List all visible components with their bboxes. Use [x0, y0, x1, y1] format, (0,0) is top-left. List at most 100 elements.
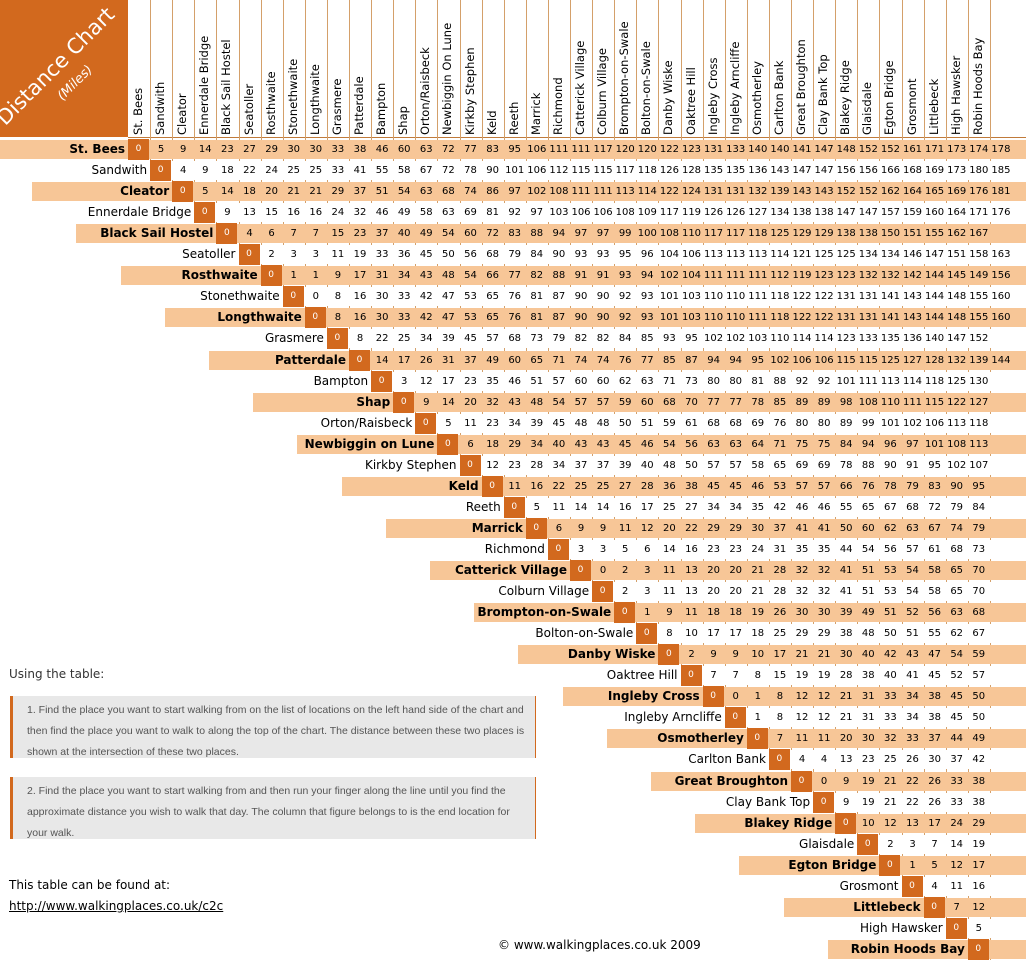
distance-cell: 5 — [924, 855, 946, 876]
distance-cell: 53 — [879, 560, 901, 581]
distance-cell: 3 — [636, 581, 658, 602]
diagonal-cell: 0 — [924, 897, 945, 918]
column-header-label: High Hawsker — [949, 56, 963, 135]
distance-cell: 32 — [349, 202, 371, 223]
distance-cell: 68 — [725, 413, 747, 434]
distance-cell: 12 — [968, 897, 990, 918]
distance-cell: 173 — [946, 160, 968, 181]
diagonal-cell: 0 — [681, 665, 702, 686]
distance-cell: 35 — [482, 371, 504, 392]
row-label: Grosmont — [840, 876, 899, 897]
distance-cell: 22 — [371, 328, 393, 349]
distance-cell: 65 — [857, 497, 879, 518]
distance-cell: 31 — [371, 265, 393, 286]
column-header: Danby Wiske — [658, 0, 680, 137]
distance-cell: 125 — [813, 244, 835, 265]
distance-cell: 97 — [526, 202, 548, 223]
distance-cell: 4 — [172, 160, 194, 181]
distance-cell: 108 — [658, 223, 680, 244]
row-label: Shap — [356, 392, 390, 413]
distance-cell: 43 — [570, 434, 592, 455]
distance-cell: 95 — [681, 328, 703, 349]
distance-cell: 40 — [857, 644, 879, 665]
distance-cell: 84 — [526, 244, 548, 265]
distance-cell: 31 — [437, 350, 459, 371]
distance-cell: 21 — [879, 792, 901, 813]
distance-cell: 17 — [769, 644, 791, 665]
distance-cell: 9 — [570, 518, 592, 539]
column-header: Cleator — [172, 0, 194, 137]
distance-cell: 58 — [747, 455, 769, 476]
distance-cell: 95 — [614, 244, 636, 265]
distance-cell: 29 — [261, 139, 283, 160]
distance-cell: 20 — [703, 560, 725, 581]
distance-cell: 83 — [504, 223, 526, 244]
distance-cell: 22 — [681, 518, 703, 539]
distance-cell: 93 — [570, 244, 592, 265]
distance-cell: 12 — [879, 813, 901, 834]
distance-cell: 54 — [393, 181, 415, 202]
row-label: Rosthwaite — [182, 265, 258, 286]
distance-cell: 0 — [725, 686, 747, 707]
distance-cell: 26 — [924, 792, 946, 813]
distance-cell: 102 — [946, 455, 968, 476]
distance-cell: 50 — [968, 707, 990, 728]
distance-cell: 141 — [879, 307, 901, 328]
distance-cell: 72 — [924, 497, 946, 518]
distance-cell: 78 — [879, 476, 901, 497]
diagonal-cell: 0 — [592, 581, 613, 602]
distance-cell: 16 — [968, 876, 990, 897]
distance-cell: 13 — [902, 813, 924, 834]
distance-cell: 147 — [813, 160, 835, 181]
row-label: Clay Bank Top — [726, 792, 810, 813]
distance-cell: 150 — [879, 223, 901, 244]
distance-cell: 103 — [747, 328, 769, 349]
row-label: Stonethwaite — [200, 286, 280, 307]
distance-cell: 16 — [614, 497, 636, 518]
distance-cell: 45 — [725, 476, 747, 497]
distance-cell: 88 — [526, 223, 548, 244]
distance-cell: 9 — [216, 202, 238, 223]
distance-cell: 74 — [946, 518, 968, 539]
distance-cell: 37 — [592, 455, 614, 476]
distance-cell: 36 — [658, 476, 680, 497]
distance-cell: 102 — [703, 328, 725, 349]
distance-cell: 33 — [327, 160, 349, 181]
distance-cell: 46 — [371, 139, 393, 160]
distance-cell: 7 — [946, 897, 968, 918]
diagonal-cell: 0 — [879, 855, 900, 876]
distance-cell: 134 — [857, 244, 879, 265]
distance-cell: 60 — [570, 371, 592, 392]
distance-cell: 169 — [924, 160, 946, 181]
distance-cell: 117 — [703, 223, 725, 244]
distance-cell: 23 — [216, 139, 238, 160]
distance-cell: 28 — [769, 560, 791, 581]
distance-cell: 117 — [614, 160, 636, 181]
row-label: Ingleby Cross — [608, 686, 700, 707]
diagonal-cell: 0 — [946, 918, 967, 939]
column-header: Black Sail Hostel — [216, 0, 238, 137]
distance-cell: 94 — [548, 223, 570, 244]
distance-cell: 78 — [835, 455, 857, 476]
distance-cell: 13 — [681, 560, 703, 581]
distance-cell: 23 — [703, 539, 725, 560]
distance-cell: 140 — [769, 139, 791, 160]
distance-cell: 29 — [813, 623, 835, 644]
distance-cell: 122 — [813, 286, 835, 307]
column-header: Colburn Village — [592, 0, 614, 137]
distance-cell: 93 — [592, 244, 614, 265]
distance-cell: 14 — [658, 539, 680, 560]
source-link[interactable]: http://www.walkingplaces.co.uk/c2c — [9, 899, 223, 913]
column-header-label: Stonethwaite — [286, 59, 300, 135]
distance-cell: 68 — [504, 328, 526, 349]
distance-cell: 63 — [415, 181, 437, 202]
distance-cell: 68 — [437, 181, 459, 202]
distance-cell: 101 — [879, 413, 901, 434]
diagonal-cell: 0 — [482, 476, 503, 497]
distance-cell: 21 — [835, 707, 857, 728]
distance-cell: 12 — [813, 707, 835, 728]
distance-cell: 87 — [548, 286, 570, 307]
distance-cell: 120 — [636, 139, 658, 160]
distance-cell: 133 — [725, 139, 747, 160]
distance-cell: 68 — [703, 413, 725, 434]
